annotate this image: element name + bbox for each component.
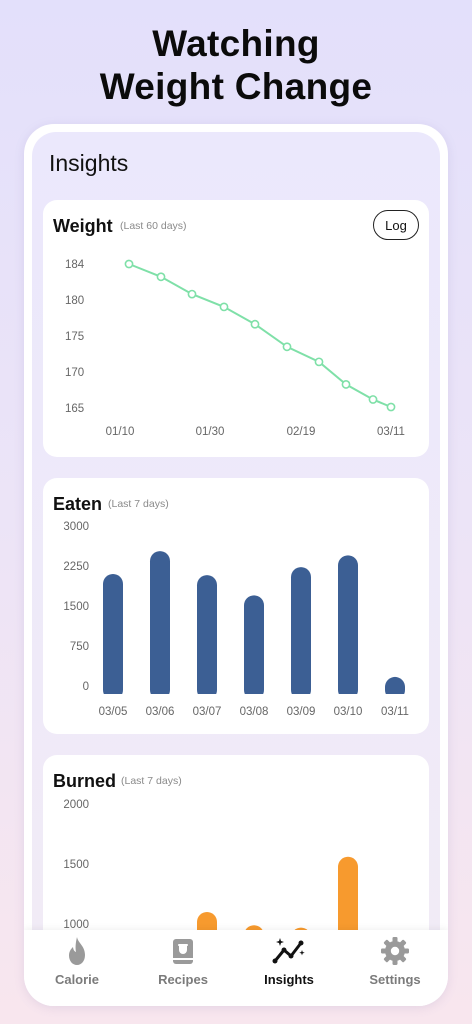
y-tick-label: 1500 xyxy=(63,601,89,613)
weight-card-title: Weight xyxy=(53,216,113,236)
recipe-book-icon xyxy=(173,939,193,964)
tab-calorie-label: Calorie xyxy=(54,972,100,987)
insights-chart-icon xyxy=(272,938,305,964)
tab-settings-label: Settings xyxy=(369,972,421,987)
insights-screen: Insights Weight (Last 60 days) Log 184 18… xyxy=(32,132,440,1006)
tab-insights-label: Insights xyxy=(264,972,314,987)
page-title: Insights xyxy=(49,150,129,176)
weight-series-line xyxy=(128,263,392,408)
headline-line-2: Weight Change xyxy=(99,66,373,107)
y-tick-label: 184 xyxy=(65,259,85,271)
weight-data-point xyxy=(156,272,166,282)
bar xyxy=(244,595,264,700)
weight-data-point xyxy=(368,395,378,404)
y-tick-label: 165 xyxy=(65,403,84,415)
x-tick-label: 03/05 xyxy=(99,706,128,718)
bar xyxy=(338,555,358,700)
x-tick-label: 01/30 xyxy=(196,426,225,438)
eaten-card-title: Eaten xyxy=(53,494,103,514)
weight-data-point xyxy=(124,259,134,269)
flame-icon xyxy=(69,937,85,965)
y-tick-label: 2000 xyxy=(63,799,89,811)
burned-card-title: Burned xyxy=(53,771,116,791)
y-tick-label: 1500 xyxy=(63,859,89,871)
headline-line-1: Watching xyxy=(152,23,320,64)
x-tick-label: 02/19 xyxy=(287,426,316,438)
weight-data-point xyxy=(282,342,292,352)
x-tick-label: 03/06 xyxy=(146,706,175,718)
tab-recipes-label: Recipes xyxy=(158,972,208,987)
weight-data-point xyxy=(187,289,197,299)
y-tick-label: 175 xyxy=(65,331,84,343)
eaten-card: Eaten (Last 7 days) 3000 2250 1500 750 0 03/0… xyxy=(43,478,429,734)
bar xyxy=(291,567,311,700)
x-tick-label: 03/10 xyxy=(334,706,363,718)
bar xyxy=(103,574,123,700)
eaten-card-subtitle: (Last 7 days) xyxy=(108,498,169,510)
x-tick-label: 01/10 xyxy=(106,426,135,438)
y-tick-label: 750 xyxy=(70,641,89,653)
headline: Watching Weight Change xyxy=(0,22,472,108)
bar xyxy=(150,551,170,700)
log-weight-button[interactable]: Log xyxy=(373,210,419,240)
weight-data-point xyxy=(219,302,229,312)
y-tick-label: 0 xyxy=(83,681,89,693)
bar-baseline-mask xyxy=(83,694,423,704)
bottom-tab-bar: Calorie Recipes Insights xyxy=(24,930,448,1006)
eaten-bar-chart: 3000 2250 1500 750 0 03/05 03/06 03/07 03/08 03/0… xyxy=(63,521,423,718)
x-tick-label: 03/08 xyxy=(240,706,269,718)
burned-card-subtitle: (Last 7 days) xyxy=(121,775,182,787)
weight-data-point xyxy=(314,357,324,367)
y-tick-label: 180 xyxy=(65,295,84,307)
x-tick-label: 03/07 xyxy=(193,706,222,718)
weight-data-point xyxy=(341,380,351,389)
y-tick-label: 1000 xyxy=(63,919,89,931)
weight-line-chart: 184 180 175 170 165 01/10 01/30 02/19 03/11 xyxy=(65,259,405,438)
y-tick-label: 170 xyxy=(65,367,84,379)
x-tick-label: 03/11 xyxy=(377,426,405,438)
weight-data-point xyxy=(386,402,396,412)
phone-frame: Insights Weight (Last 60 days) Log 184 18… xyxy=(24,124,448,1006)
weight-card-subtitle: (Last 60 days) xyxy=(120,220,187,232)
weight-card: Weight (Last 60 days) Log 184 180 175 170 16… xyxy=(43,200,429,457)
gear-icon xyxy=(381,937,409,965)
weight-data-point xyxy=(250,319,260,329)
x-tick-label: 03/09 xyxy=(287,706,316,718)
y-tick-label: 2250 xyxy=(63,561,89,573)
tab-insights[interactable]: Insights xyxy=(239,930,339,987)
y-tick-label: 3000 xyxy=(63,521,89,533)
bar xyxy=(197,575,217,700)
tab-recipes[interactable]: Recipes xyxy=(133,930,233,987)
tab-calorie[interactable]: Calorie xyxy=(27,930,127,987)
tab-settings[interactable]: Settings xyxy=(345,930,445,987)
x-tick-label: 03/11 xyxy=(381,706,409,718)
